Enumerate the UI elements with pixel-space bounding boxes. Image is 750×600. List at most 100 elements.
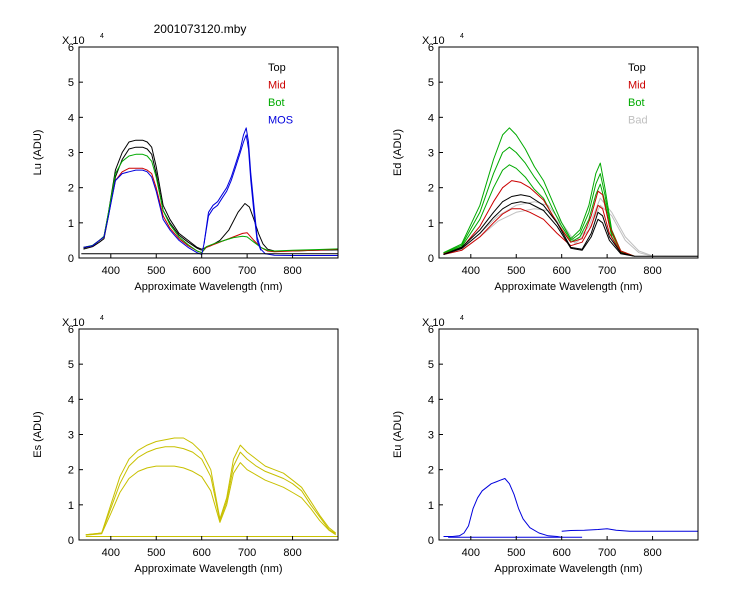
ytick-label: 4 xyxy=(428,394,434,406)
ytick-label: 5 xyxy=(428,359,434,371)
series-line-lu-2 xyxy=(83,167,339,254)
ytick-label: 4 xyxy=(68,112,74,124)
ytick-label: 0 xyxy=(428,253,434,265)
series-line-ed-3 xyxy=(443,146,635,257)
ytick-label: 3 xyxy=(428,430,434,442)
ytick-label: 6 xyxy=(68,324,74,336)
xtick-label: 800 xyxy=(283,265,301,277)
xaxis-label: Approximate Wavelength (nm) xyxy=(494,563,642,575)
series-line-ed-7 xyxy=(443,194,698,257)
xaxis-label: Approximate Wavelength (nm) xyxy=(134,281,282,293)
xtick-label: 500 xyxy=(507,265,525,277)
xtick-label: 800 xyxy=(643,547,661,559)
ytick-label: 1 xyxy=(428,218,434,230)
panel-lu: 0 1 2 3 4 5 6 400 500 600 700 800 X 10 4 Approximate W… xyxy=(32,33,339,293)
figure-title: 2001073120.mby xyxy=(153,22,247,36)
xtick-label: 800 xyxy=(283,547,301,559)
legend-entry: Top xyxy=(268,62,286,74)
plot-frame-es xyxy=(78,328,339,541)
ytick-label: 2 xyxy=(428,465,434,477)
axis-multiplier: X 10 xyxy=(62,317,85,329)
yaxis-label: Es (ADU) xyxy=(32,411,44,457)
xtick-label: 600 xyxy=(193,547,211,559)
legend-entry: Mid xyxy=(268,80,286,92)
plot-frame-lu xyxy=(78,46,339,259)
ytick-label: 2 xyxy=(68,183,74,195)
ytick-label: 5 xyxy=(68,359,74,371)
ytick-label: 2 xyxy=(68,465,74,477)
legend-entry: MOS xyxy=(268,115,293,127)
series-line-lu-4 xyxy=(83,127,338,256)
xtick-label: 400 xyxy=(102,265,120,277)
series-line-ed-2 xyxy=(443,127,635,257)
legend-entry: Mid xyxy=(628,80,646,92)
axis-multiplier: X 10 xyxy=(62,35,85,47)
ytick-label: 1 xyxy=(68,218,74,230)
ytick-label: 6 xyxy=(68,42,74,54)
series-line-ed-0 xyxy=(443,197,698,257)
axis-multiplier-exponent: 4 xyxy=(100,33,104,40)
axis-multiplier: X 10 xyxy=(422,35,445,47)
axis-multiplier-exponent: 4 xyxy=(460,33,464,40)
ytick-label: 0 xyxy=(68,535,74,547)
xtick-label: 400 xyxy=(462,547,480,559)
xtick-label: 600 xyxy=(193,265,211,277)
plot-frame-eu xyxy=(438,328,699,541)
ytick-label: 1 xyxy=(68,500,74,512)
series-line-es-2 xyxy=(85,462,336,536)
legend-entry: Bad xyxy=(628,115,648,127)
series-line-ed-8 xyxy=(443,201,635,257)
xtick-label: 600 xyxy=(553,547,571,559)
xtick-label: 700 xyxy=(598,547,616,559)
xtick-label: 500 xyxy=(147,547,165,559)
ytick-label: 4 xyxy=(428,112,434,124)
xtick-label: 600 xyxy=(553,265,571,277)
yaxis-label: Ed (ADU) xyxy=(392,129,404,176)
panel-eu: 0 1 2 3 4 5 6 400 500 600 700 800 X 10 4 Approximate W… xyxy=(392,315,699,575)
series-line-lu-5 xyxy=(203,134,262,251)
xtick-label: 500 xyxy=(147,265,165,277)
axis-multiplier: X 10 xyxy=(422,317,445,329)
series-line-eu-2 xyxy=(561,528,698,532)
legend-entry: Top xyxy=(628,62,646,74)
xtick-label: 400 xyxy=(462,265,480,277)
ytick-label: 0 xyxy=(68,253,74,265)
ytick-label: 4 xyxy=(68,394,74,406)
panel-es: 0 1 2 3 4 5 6 400 500 600 700 800 X 10 4 Approximate W… xyxy=(32,315,339,575)
xtick-label: 700 xyxy=(238,265,256,277)
series-line-eu-0 xyxy=(443,478,562,538)
axis-multiplier-exponent: 4 xyxy=(460,315,464,322)
ytick-label: 2 xyxy=(428,183,434,195)
series-line-lu-1 xyxy=(83,146,202,251)
series-line-lu-3 xyxy=(83,153,339,254)
axis-multiplier-exponent: 4 xyxy=(100,315,104,322)
xtick-label: 500 xyxy=(507,547,525,559)
series-line-lu-0 xyxy=(83,139,339,252)
ytick-label: 5 xyxy=(68,77,74,89)
ytick-label: 1 xyxy=(428,500,434,512)
ytick-label: 5 xyxy=(428,77,434,89)
legend-entry: Bot xyxy=(268,97,285,109)
series-line-ed-5 xyxy=(443,180,635,257)
ytick-label: 3 xyxy=(68,430,74,442)
ytick-label: 3 xyxy=(428,148,434,160)
xtick-label: 400 xyxy=(102,547,120,559)
xtick-label: 700 xyxy=(598,265,616,277)
ytick-label: 3 xyxy=(68,148,74,160)
xtick-label: 800 xyxy=(643,265,661,277)
ytick-label: 6 xyxy=(428,42,434,54)
legend-entry: Bot xyxy=(628,97,645,109)
series-line-ed-6 xyxy=(443,204,635,257)
series-line-es-0 xyxy=(85,437,337,536)
xaxis-label: Approximate Wavelength (nm) xyxy=(494,281,642,293)
panel-ed: 0 1 2 3 4 5 6 400 500 600 700 800 X 10 4 Approximate W… xyxy=(392,33,699,293)
yaxis-label: Lu (ADU) xyxy=(32,130,44,176)
xtick-label: 700 xyxy=(238,547,256,559)
ytick-label: 0 xyxy=(428,535,434,547)
xaxis-label: Approximate Wavelength (nm) xyxy=(134,563,282,575)
ytick-label: 6 xyxy=(428,324,434,336)
yaxis-label: Eu (ADU) xyxy=(392,411,404,458)
plot-frame-ed xyxy=(438,46,699,259)
